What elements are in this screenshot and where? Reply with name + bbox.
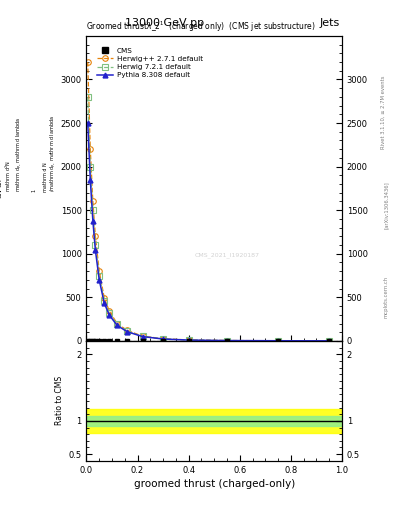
Herwig++ 2.7.1 default bbox=[88, 146, 93, 152]
X-axis label: groomed thrust (charged-only): groomed thrust (charged-only) bbox=[134, 479, 295, 489]
Herwig 7.2.1 default bbox=[115, 322, 119, 328]
Pythia 8.308 default bbox=[85, 120, 90, 126]
Herwig++ 2.7.1 default bbox=[327, 338, 332, 344]
Y-axis label: $\frac{1}{\mathrm{d}N} \frac{\mathrm{d}N}{\mathrm{d}\lambda}$: $\frac{1}{\mathrm{d}N} \frac{\mathrm{d}N… bbox=[0, 177, 5, 200]
Herwig++ 2.7.1 default bbox=[140, 333, 145, 339]
Herwig 7.2.1 default bbox=[327, 338, 332, 344]
Pythia 8.308 default bbox=[90, 218, 95, 224]
Herwig++ 2.7.1 default bbox=[186, 337, 191, 343]
Herwig 7.2.1 default bbox=[97, 272, 101, 279]
Pythia 8.308 default bbox=[327, 338, 332, 344]
Herwig 7.2.1 default bbox=[88, 163, 93, 169]
Herwig++ 2.7.1 default bbox=[97, 268, 101, 274]
Text: Jets: Jets bbox=[320, 18, 340, 28]
Herwig++ 2.7.1 default bbox=[161, 336, 165, 342]
Text: Groomed thrust$\lambda$_2$^1$  (charged only)  (CMS jet substructure): Groomed thrust$\lambda$_2$^1$ (charged o… bbox=[86, 20, 316, 34]
Herwig 7.2.1 default bbox=[186, 337, 191, 343]
Line: Herwig 7.2.1 default: Herwig 7.2.1 default bbox=[85, 94, 332, 344]
Pythia 8.308 default bbox=[225, 337, 230, 344]
Herwig 7.2.1 default bbox=[90, 207, 95, 214]
Herwig++ 2.7.1 default bbox=[90, 198, 95, 204]
Y-axis label: Ratio to CMS: Ratio to CMS bbox=[55, 376, 64, 425]
Herwig 7.2.1 default bbox=[93, 242, 98, 248]
Pythia 8.308 default bbox=[115, 323, 119, 329]
Text: mathrm d$^2$N
mathrm d$_{p_T}$ mathrm d lambda

1

mathrm d N
/mathrm d$_{p_T}$ : mathrm d$^2$N mathrm d$_{p_T}$ mathrm d … bbox=[4, 115, 59, 192]
Herwig 7.2.1 default bbox=[276, 338, 281, 344]
Herwig 7.2.1 default bbox=[225, 337, 230, 344]
Text: [arXiv:1306.3436]: [arXiv:1306.3436] bbox=[384, 181, 388, 229]
Herwig++ 2.7.1 default bbox=[276, 337, 281, 344]
Line: Herwig++ 2.7.1 default: Herwig++ 2.7.1 default bbox=[85, 59, 332, 344]
Herwig 7.2.1 default bbox=[102, 298, 107, 304]
Pythia 8.308 default bbox=[125, 329, 130, 335]
Pythia 8.308 default bbox=[276, 338, 281, 344]
Pythia 8.308 default bbox=[97, 277, 101, 283]
Herwig 7.2.1 default bbox=[85, 94, 90, 100]
Text: CMS_2021_I1920187: CMS_2021_I1920187 bbox=[195, 252, 259, 259]
Herwig 7.2.1 default bbox=[161, 336, 165, 342]
Pythia 8.308 default bbox=[107, 312, 112, 318]
Pythia 8.308 default bbox=[186, 337, 191, 343]
Text: mcplots.cern.ch: mcplots.cern.ch bbox=[384, 276, 388, 318]
Pythia 8.308 default bbox=[102, 301, 107, 307]
Herwig++ 2.7.1 default bbox=[85, 59, 90, 65]
Herwig++ 2.7.1 default bbox=[115, 321, 119, 327]
Herwig++ 2.7.1 default bbox=[107, 308, 112, 314]
Pythia 8.308 default bbox=[161, 336, 165, 342]
Herwig++ 2.7.1 default bbox=[102, 295, 107, 301]
Herwig++ 2.7.1 default bbox=[93, 233, 98, 240]
Herwig 7.2.1 default bbox=[107, 310, 112, 316]
Herwig 7.2.1 default bbox=[140, 333, 145, 339]
Text: Rivet 3.1.10, ≥ 2.7M events: Rivet 3.1.10, ≥ 2.7M events bbox=[381, 76, 386, 150]
Pythia 8.308 default bbox=[88, 177, 93, 183]
Herwig++ 2.7.1 default bbox=[125, 327, 130, 333]
Pythia 8.308 default bbox=[93, 247, 98, 253]
Line: Pythia 8.308 default: Pythia 8.308 default bbox=[85, 121, 332, 343]
Pythia 8.308 default bbox=[140, 333, 145, 339]
Legend: CMS, Herwig++ 2.7.1 default, Herwig 7.2.1 default, Pythia 8.308 default: CMS, Herwig++ 2.7.1 default, Herwig 7.2.… bbox=[95, 46, 205, 80]
Herwig++ 2.7.1 default bbox=[225, 337, 230, 344]
Text: 13000 GeV pp: 13000 GeV pp bbox=[125, 18, 205, 28]
Herwig 7.2.1 default bbox=[125, 328, 130, 334]
